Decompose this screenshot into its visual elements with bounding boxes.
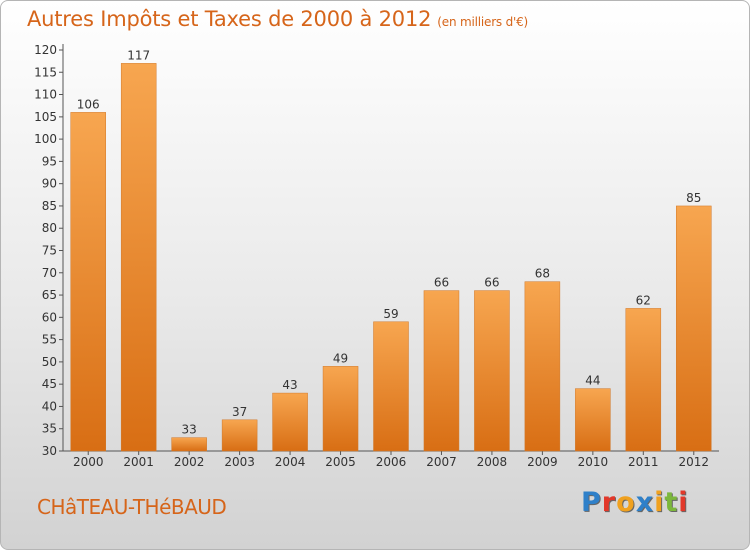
y-tick-label: 40	[42, 399, 57, 413]
y-tick-label: 110	[34, 88, 57, 102]
y-tick-label: 120	[34, 43, 57, 57]
data-label: 66	[434, 276, 449, 290]
y-tick-label: 90	[42, 177, 57, 191]
data-label: 44	[585, 374, 600, 388]
x-tick-label: 2001	[123, 455, 154, 469]
bar	[221, 419, 258, 452]
x-tick-label: 2005	[325, 455, 356, 469]
proxiti-logo: Proxiti	[581, 487, 689, 518]
logo-letter: x	[635, 487, 655, 518]
bar	[625, 308, 662, 452]
y-tick-label: 95	[42, 154, 57, 168]
y-tick-label: 30	[42, 444, 57, 458]
logo-letter: o	[616, 487, 636, 518]
data-label: 117	[127, 48, 150, 62]
chart-title: Autres Impôts et Taxes de 2000 à 2012 (en…	[27, 7, 528, 31]
bar	[171, 437, 207, 452]
data-labels: 106 117 33 37 43 49 59 66 66 68 44 62 85	[77, 48, 702, 436]
logo-letter: i	[678, 487, 689, 518]
data-label: 106	[77, 97, 100, 111]
data-label: 62	[636, 293, 651, 307]
bar	[120, 63, 157, 452]
y-tick-label: 35	[42, 422, 57, 436]
bar	[322, 366, 359, 452]
data-label: 49	[333, 351, 348, 365]
data-label: 68	[535, 267, 550, 281]
y-tick-label: 75	[42, 244, 57, 258]
title-unit: (en milliers d'€)	[437, 15, 529, 29]
data-label: 43	[282, 378, 297, 392]
bar	[423, 290, 460, 452]
y-tick-label: 45	[42, 377, 57, 391]
x-tick-label: 2003	[224, 455, 255, 469]
x-tick-label: 2006	[376, 455, 407, 469]
bar	[474, 290, 510, 452]
x-tick-label: 2011	[628, 455, 659, 469]
logo-letter: i	[654, 487, 665, 518]
y-tick-label: 50	[42, 355, 57, 369]
data-label: 33	[182, 423, 197, 437]
y-axis: 30 35 40 45 50 55 60 65 70 75 80 85 90 95 100 105 110 115…	[34, 43, 64, 458]
y-tick-label: 85	[42, 199, 57, 213]
x-tick-label: 2000	[73, 455, 104, 469]
bar	[373, 321, 409, 452]
x-tick-label: 2004	[275, 455, 306, 469]
y-tick-label: 60	[42, 310, 57, 324]
data-label: 37	[232, 405, 247, 419]
data-label: 66	[484, 276, 499, 290]
x-axis: 2000 2001 2002 2003 2004 2005 2006 2007 2008 2009…	[63, 450, 719, 469]
x-tick-label: 2007	[426, 455, 457, 469]
data-label: 59	[383, 307, 398, 321]
bar	[575, 388, 611, 452]
x-tick-label: 2009	[527, 455, 558, 469]
bar	[272, 392, 308, 452]
logo-letter: P	[581, 487, 602, 518]
data-label: 85	[686, 191, 701, 205]
y-tick-label: 55	[42, 333, 57, 347]
bar	[676, 205, 712, 452]
y-tick-label: 80	[42, 221, 57, 235]
y-tick-label: 70	[42, 266, 57, 280]
y-tick-label: 105	[34, 110, 57, 124]
title-text: Autres Impôts et Taxes de 2000 à 2012	[27, 7, 432, 31]
x-tick-label: 2012	[678, 455, 709, 469]
bars	[70, 63, 712, 452]
place-name: CHâTEAU-THéBAUD	[37, 495, 227, 519]
y-tick-label: 100	[34, 132, 57, 146]
logo-letter: t	[664, 487, 679, 518]
bar	[524, 281, 561, 452]
bar	[70, 112, 106, 452]
y-tick-label: 65	[42, 288, 57, 302]
y-tick-label: 115	[34, 65, 57, 79]
x-tick-label: 2010	[578, 455, 609, 469]
logo-letter: r	[601, 487, 617, 518]
x-tick-label: 2008	[477, 455, 508, 469]
x-tick-label: 2002	[174, 455, 205, 469]
